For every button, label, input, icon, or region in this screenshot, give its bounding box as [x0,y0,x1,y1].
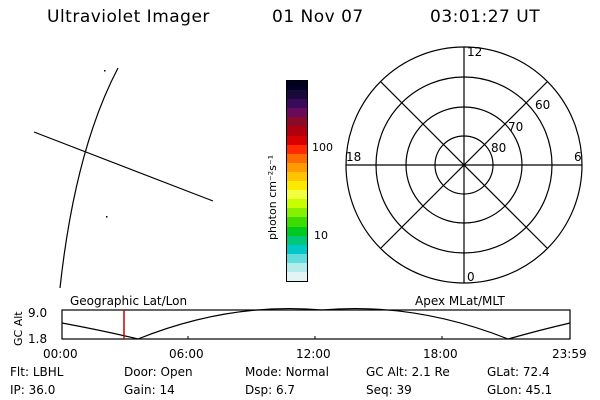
info-gc-alt: GC Alt: 2.1 Re [366,365,450,379]
colorbar-unit-label: photon cm⁻²s⁻¹ [266,155,279,240]
timeline-y-tick-min: 1.8 [28,332,47,346]
timeline-x-tick-4: 23:59 [552,347,587,361]
mlt-label-12: 12 [467,45,482,59]
timeline-title-apex: Apex MLat/MLT [415,294,505,308]
colorbar-band [287,253,307,263]
colorbar-band [287,135,307,145]
speck [104,70,106,72]
info-key: Door: [124,365,157,379]
colorbar-band [287,126,307,136]
info-value: 39 [396,383,412,397]
mlt-label-18: 18 [346,150,361,164]
timeline-frame [61,309,571,340]
colorbar-band [287,108,307,118]
info-seq: Seq: 39 [366,383,412,397]
colorbar-band [287,199,307,209]
colorbar-band [287,208,307,218]
info-value: 2.1 Re [411,365,450,379]
instrument-title: Ultraviolet Imager [47,7,210,27]
colorbar-band [287,99,307,109]
geographic-image-panel [33,67,214,289]
colorbar-band [287,144,307,154]
info-gain: Gain: 14 [124,383,175,397]
info-value: 36.0 [28,383,56,397]
polar-plot: 12 18 6 0 60 70 80 [345,45,583,284]
altitude-timeline: GC Alt 9.0 1.8 [12,306,571,346]
colorbar-band [287,235,307,245]
info-key: GLat: [487,365,520,379]
terminator-line [33,131,214,202]
timeline-y-axis-label: GC Alt [12,311,25,346]
info-dsp: Dsp: 6.7 [245,383,295,397]
timeline-x-tick-0: 00:00 [43,347,78,361]
colorbar [286,80,308,282]
lat-label-70: 70 [508,120,523,134]
timeline-x-tick-1: 06:00 [169,347,204,361]
limb-curve [59,67,119,289]
altitude-curve [61,308,571,340]
lat-label-60: 60 [535,98,550,112]
info-key: GLon: [487,383,522,397]
info-value: Normal [285,365,329,379]
lat-label-80: 80 [491,141,506,155]
info-door: Door: Open [124,365,193,379]
speck [106,216,108,218]
colorbar-band [287,226,307,236]
colorbar-band [287,190,307,200]
info-key: Gain: [124,383,156,397]
colorbar-tick-100: 100 [312,141,333,154]
colorbar-band [287,153,307,163]
info-value: LBHL [32,365,64,379]
info-key: Mode: [245,365,282,379]
info-flt: Flt: LBHL [10,365,63,379]
mlt-label-0: 0 [467,270,475,284]
colorbar-band [287,181,307,191]
colorbar-band [287,217,307,227]
info-value: 45.1 [525,383,553,397]
info-value: 14 [159,383,175,397]
polar-diagonal-2 [380,81,548,249]
info-value: Open [160,365,193,379]
info-key: Seq: [366,383,393,397]
info-glon: GLon: 45.1 [487,383,552,397]
info-value: 6.7 [275,383,296,397]
timeline-y-tick-max: 9.0 [28,306,47,320]
colorbar-tick-10: 10 [314,229,328,242]
colorbar-band [287,117,307,127]
colorbar-band [287,171,307,182]
time-label: 03:01:27 UT [430,7,541,27]
info-glat: GLat: 72.4 [487,365,550,379]
info-mode: Mode: Normal [245,365,329,379]
colorbar-band [287,81,307,91]
timeline-title-geographic: Geographic Lat/Lon [70,294,188,308]
info-ip: IP: 36.0 [10,383,55,397]
date-label: 01 Nov 07 [272,7,364,27]
colorbar-band [287,271,307,282]
info-key: IP: [10,383,25,397]
mlt-label-6: 6 [574,150,582,164]
colorbar-band [287,262,307,272]
timeline-x-tick-3: 18:00 [423,347,458,361]
colorbar-unit-text: photon cm⁻²s⁻¹ [266,155,279,240]
timeline-x-tick-2: 12:00 [296,347,331,361]
info-value: 72.4 [522,365,550,379]
colorbar-band [287,244,307,254]
colorbar-band [287,90,307,100]
colorbar-band [287,162,307,172]
info-key: GC Alt: [366,365,408,379]
info-key: Flt: [10,365,29,379]
info-key: Dsp: [245,383,273,397]
